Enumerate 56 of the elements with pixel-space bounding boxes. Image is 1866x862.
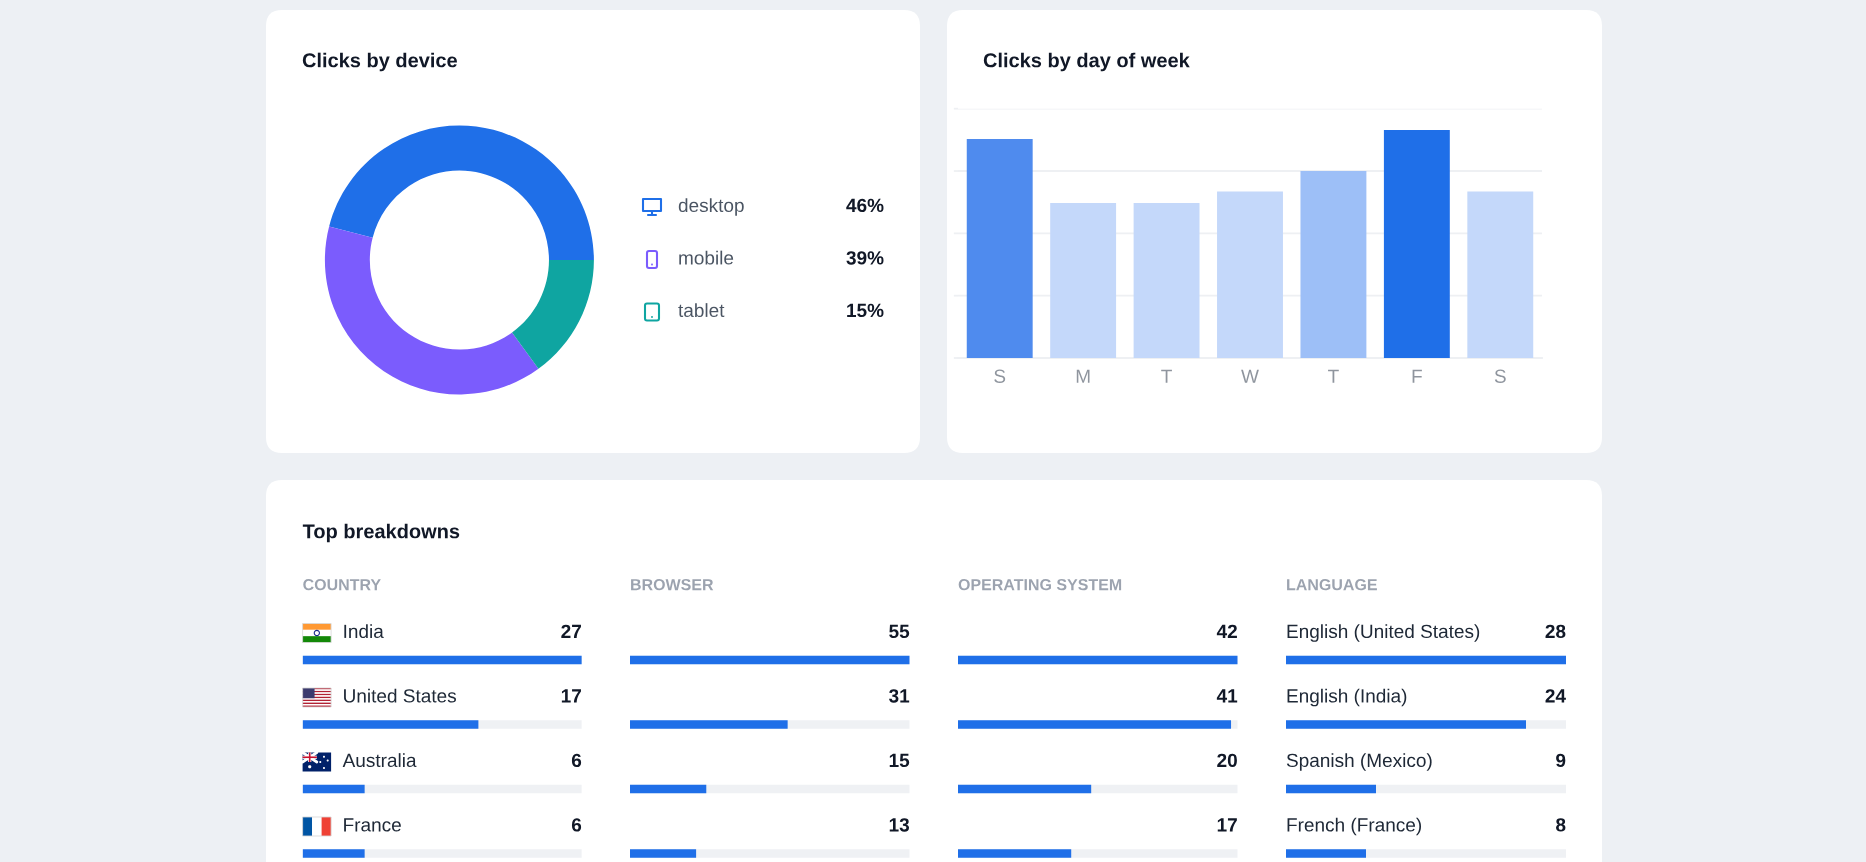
data-label: 15 xyxy=(889,753,910,768)
x-tick-label: T xyxy=(1328,369,1339,383)
y-tick-label: India xyxy=(344,624,384,639)
bar xyxy=(1217,191,1283,358)
x-tick-label: S xyxy=(994,369,1006,383)
data-label: 6 xyxy=(571,818,582,832)
bar xyxy=(1383,129,1450,358)
donut-slice xyxy=(324,226,539,395)
data-label: 17 xyxy=(1217,818,1237,832)
y-tick-label: Australia xyxy=(342,753,417,768)
y-tick-label: France xyxy=(344,818,401,832)
x-tick-label: T xyxy=(1161,369,1172,383)
data-label: 9 xyxy=(1556,753,1566,768)
bar xyxy=(1467,191,1534,358)
data-label: 6 xyxy=(571,753,582,768)
donut-slice xyxy=(329,125,594,260)
data-label: 15% xyxy=(847,303,884,318)
data-label: 39% xyxy=(846,251,884,265)
bar xyxy=(1133,202,1200,358)
data-label: 55 xyxy=(889,624,910,639)
chart-title: COUNTRY xyxy=(303,578,381,591)
data-label: 8 xyxy=(1556,818,1566,832)
data-label: 42 xyxy=(1216,624,1237,638)
bar xyxy=(966,139,1033,358)
legend-label: desktop xyxy=(678,198,744,216)
data-label: 46% xyxy=(846,198,884,213)
donut-slice xyxy=(512,260,594,369)
chart-title: LANGUAGE xyxy=(1287,578,1377,591)
chart-title: Clicks by device xyxy=(302,52,457,72)
data-label: 13 xyxy=(889,818,910,832)
bar xyxy=(630,849,697,858)
x-tick-label: S xyxy=(1494,369,1506,383)
y-tick-label: Spanish (Mexico) xyxy=(1286,753,1432,771)
data-label: 28 xyxy=(1545,624,1566,639)
x-tick-label: F xyxy=(1412,369,1422,383)
chart-title: BROWSER xyxy=(631,578,714,591)
legend-label: mobile xyxy=(679,250,734,265)
chart-title: OPERATING SYSTEM xyxy=(958,578,1122,591)
data-label: 27 xyxy=(561,624,581,638)
legend-label: tablet xyxy=(678,303,725,318)
data-label: 24 xyxy=(1545,689,1566,703)
bar xyxy=(1050,202,1117,358)
data-label: 17 xyxy=(561,689,581,703)
x-tick-label: W xyxy=(1241,369,1259,383)
bar xyxy=(1300,170,1367,358)
text: Top breakdowns xyxy=(302,523,460,543)
x-tick-label: M xyxy=(1076,369,1090,383)
y-tick-label: English (India) xyxy=(1287,688,1407,707)
chart-title: Clicks by day of week xyxy=(983,52,1190,72)
y-tick-label: French (France) xyxy=(1287,817,1422,836)
y-tick-label: United States xyxy=(344,688,456,703)
data-label: 20 xyxy=(1217,753,1237,768)
bar xyxy=(958,720,1232,729)
data-label: 31 xyxy=(889,689,910,703)
y-tick-label: English (United States) xyxy=(1287,624,1480,642)
data-label: 41 xyxy=(1216,689,1238,703)
